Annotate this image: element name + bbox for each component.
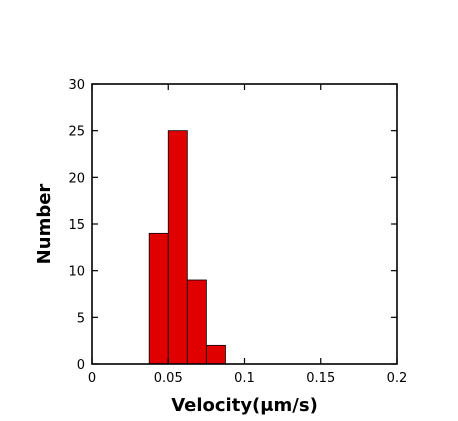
y-axis-title: Number	[34, 184, 55, 265]
x-tick-label: 0.15	[306, 371, 335, 386]
y-tick-label: 25	[68, 125, 85, 140]
histogram-bar	[186, 279, 207, 365]
x-tick-label: 0.1	[234, 371, 255, 386]
histogram-bar	[148, 232, 169, 365]
ticks-layer	[91, 83, 398, 365]
x-tick-label: 0.2	[387, 371, 408, 386]
y-tick-label: 0	[77, 358, 85, 373]
y-tick-label: 15	[68, 218, 85, 233]
bars-layer	[148, 130, 226, 365]
y-tick-label: 5	[77, 311, 85, 326]
histogram-bar	[167, 130, 188, 365]
tick-labels-layer: 0 0.05 0.1 0.15 0.2 0 5 10 15 20 25 30	[68, 78, 407, 386]
y-tick-label: 30	[68, 78, 85, 93]
histogram-bar	[205, 344, 226, 365]
y-tick-label: 10	[68, 265, 85, 280]
x-tick-label: 0	[88, 371, 96, 386]
plot-frame	[91, 83, 398, 365]
y-tick-label: 20	[68, 171, 85, 186]
x-tick-label: 0.05	[154, 371, 183, 386]
x-axis-title: Velocity(μm/s)	[171, 395, 318, 416]
